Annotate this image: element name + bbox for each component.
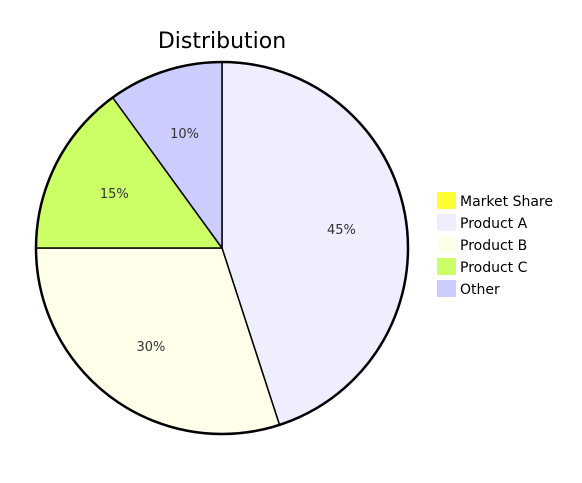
legend-label-market-share: Market Share xyxy=(460,194,553,210)
legend-label-other: Other xyxy=(460,282,500,298)
legend: Market Share Product A Product B Product C O… xyxy=(437,192,553,298)
legend-swatch-product-c xyxy=(437,258,456,275)
slice-label-product-b: 30% xyxy=(136,340,165,355)
legend-label-product-b: Product B xyxy=(460,238,527,254)
legend-swatch-product-a xyxy=(437,214,456,231)
legend-swatch-product-b xyxy=(437,236,456,253)
legend-label-product-a: Product A xyxy=(460,216,528,232)
chart-title: Distribution xyxy=(158,29,286,54)
slice-label-product-c: 15% xyxy=(100,187,129,202)
slice-label-product-a: 45% xyxy=(327,223,356,238)
legend-swatch-market-share xyxy=(437,192,456,209)
pie-slices xyxy=(36,62,408,434)
legend-swatch-other xyxy=(437,280,456,297)
slice-label-other: 10% xyxy=(170,127,199,142)
legend-label-product-c: Product C xyxy=(460,260,528,276)
